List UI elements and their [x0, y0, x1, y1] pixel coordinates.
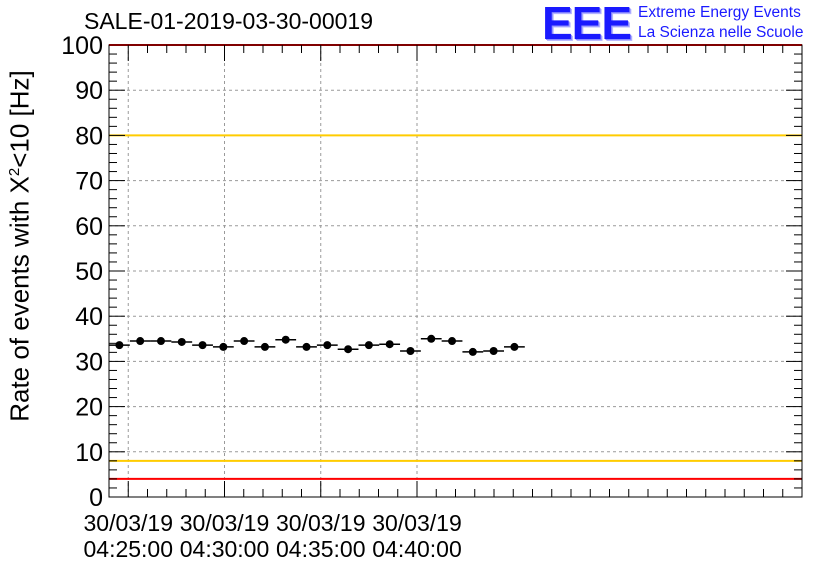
data-point	[296, 342, 317, 351]
eee-logo: EEE	[542, 0, 632, 49]
data-point	[441, 337, 463, 346]
y-tick-label: 90	[75, 77, 103, 105]
point-marker	[468, 347, 477, 356]
logo-text: Extreme Energy Events La Scienza nelle S…	[638, 3, 803, 43]
data-point	[192, 341, 213, 350]
data-point	[212, 342, 234, 351]
y-tick-label: 20	[75, 394, 103, 422]
y-tick-label: 50	[75, 258, 103, 286]
y-tick-label: 100	[61, 32, 103, 60]
x-tick-date: 30/03/19	[276, 510, 366, 536]
data-point	[420, 334, 442, 343]
point-marker	[177, 337, 186, 346]
point-marker	[198, 341, 207, 350]
data-point	[254, 342, 276, 351]
point-marker	[344, 345, 353, 354]
point-marker	[406, 347, 415, 356]
point-marker	[489, 347, 498, 356]
logo-line-2: La Scienza nelle Scuole	[638, 24, 804, 41]
data-point	[150, 337, 172, 346]
x-tick-time: 04:25:00	[83, 536, 173, 562]
data-point	[233, 337, 255, 346]
point-marker	[385, 340, 394, 349]
point-marker	[302, 342, 311, 351]
x-tick-date: 30/03/19	[372, 510, 462, 536]
data-point	[129, 337, 151, 346]
x-tick-time: 04:30:00	[180, 536, 270, 562]
data-point	[379, 340, 401, 349]
data-point	[171, 337, 193, 346]
data-point	[400, 347, 421, 356]
logo-line-1: Extreme Energy Events	[638, 4, 801, 21]
data-point	[109, 341, 130, 350]
data-point	[483, 347, 505, 356]
data-point	[316, 341, 338, 350]
x-tick-time: 04:35:00	[276, 536, 366, 562]
point-marker	[240, 337, 249, 346]
point-marker	[115, 341, 124, 350]
data-point	[462, 347, 484, 356]
x-tick-date: 30/03/19	[83, 510, 173, 536]
point-marker	[448, 337, 457, 346]
point-marker	[364, 341, 373, 350]
data-point	[337, 345, 359, 354]
point-marker	[136, 337, 145, 346]
y-tick-label: 60	[75, 213, 103, 241]
data-point	[504, 342, 525, 351]
point-marker	[219, 342, 228, 351]
data-point	[275, 335, 297, 344]
point-marker	[156, 337, 165, 346]
point-marker	[260, 342, 269, 351]
y-tick-label: 30	[75, 348, 103, 376]
y-tick-label: 70	[75, 168, 103, 196]
y-tick-label: 40	[75, 303, 103, 331]
point-marker	[281, 335, 290, 344]
x-tick-date: 30/03/19	[180, 510, 270, 536]
point-marker	[427, 334, 436, 343]
point-marker	[323, 341, 332, 350]
data-point	[358, 341, 380, 350]
y-tick-label: 10	[75, 439, 103, 467]
x-tick-time: 04:40:00	[372, 536, 462, 562]
point-marker	[510, 342, 519, 351]
chart-title: SALE-01-2019-03-30-00019	[84, 8, 373, 34]
y-tick-label: 0	[89, 484, 103, 512]
y-tick-label: 80	[75, 122, 103, 150]
